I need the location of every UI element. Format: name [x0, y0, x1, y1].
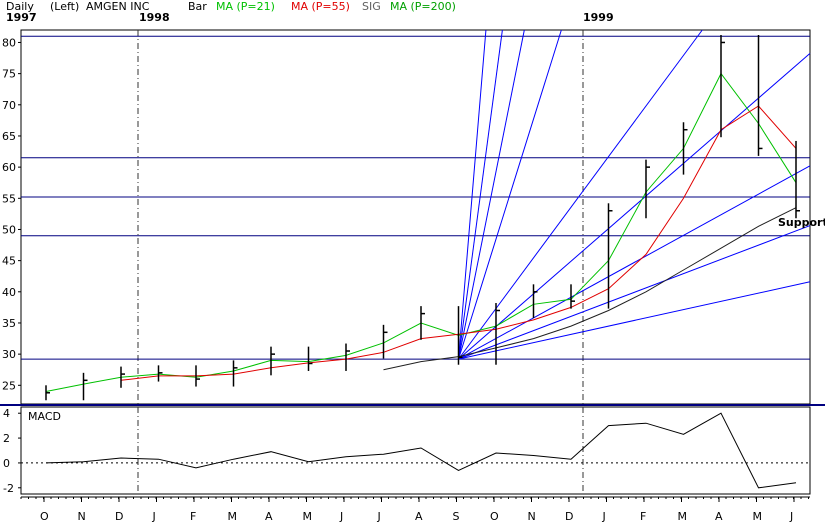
x-tick-label: M [678, 510, 688, 523]
year-label-1997: 1997 [6, 11, 37, 24]
macd-ytick-label: 0 [3, 457, 10, 470]
x-tick-label: M [753, 510, 763, 523]
x-tick-label: A [265, 510, 273, 523]
x-tick-label: J [789, 510, 793, 523]
macd-ytick-label: -2 [3, 482, 14, 495]
fan-line-8 [458, 281, 811, 360]
legend-ma55: MA (P=55) [291, 0, 350, 13]
price-ytick-label: 40 [2, 286, 16, 299]
x-tick-label: M [303, 510, 313, 523]
x-tick-label: J [339, 510, 343, 523]
x-tick-label: D [115, 510, 123, 523]
x-tick-label: O [490, 510, 499, 523]
price-ytick-label: 50 [2, 223, 16, 236]
price-ytick-label: 55 [2, 192, 16, 205]
x-tick-label: N [528, 510, 536, 523]
fan-line-0 [458, 29, 487, 360]
x-tick-label: J [377, 510, 381, 523]
price-ytick-label: 75 [2, 68, 16, 81]
x-tick-label: O [40, 510, 49, 523]
price-ytick-label: 65 [2, 130, 16, 143]
price-ytick-label: 80 [2, 36, 16, 49]
fan-line-6 [458, 165, 811, 360]
price-ytick-label: 25 [2, 379, 16, 392]
price-ytick-label: 60 [2, 161, 16, 174]
fan-line-4 [458, 29, 703, 360]
fan-line-2 [458, 29, 525, 360]
price-ytick-label: 45 [2, 255, 16, 268]
x-tick-label: J [602, 510, 606, 523]
macd-ytick-label: 4 [3, 407, 10, 420]
x-tick-label: A [415, 510, 423, 523]
series-line-ma-p-200- [383, 207, 797, 371]
fan-line-7 [458, 225, 811, 360]
style-label: Bar [188, 0, 207, 13]
legend-ma21: MA (P=21) [216, 0, 275, 13]
price-panel-frame [20, 29, 811, 405]
x-tick-label: M [228, 510, 238, 523]
macd-title: MACD [28, 410, 61, 423]
x-tick-label: D [565, 510, 573, 523]
price-ytick-label: 70 [2, 99, 16, 112]
price-ytick-label: 30 [2, 348, 16, 361]
year-label-1999: 1999 [583, 11, 614, 24]
x-tick-label: S [453, 510, 460, 523]
x-tick-label: N [78, 510, 86, 523]
x-tick-label: J [152, 510, 156, 523]
year-label-1998: 1998 [139, 11, 170, 24]
support-annotation: Support [778, 216, 825, 229]
period-label: Daily [6, 0, 34, 13]
scale-label: (Left) [50, 0, 80, 13]
legend-sig: SIG [362, 0, 381, 13]
symbol-label: AMGEN INC [86, 0, 150, 13]
x-tick-label: F [640, 510, 646, 523]
fan-line-1 [458, 29, 503, 360]
legend-ma200: MA (P=200) [390, 0, 456, 13]
x-tick-label: F [190, 510, 196, 523]
fan-line-3 [458, 29, 562, 360]
x-tick-label: A [715, 510, 723, 523]
fan-line-5 [458, 52, 811, 360]
series-line-ma-p-21- [45, 72, 797, 392]
macd-panel-frame [20, 406, 811, 495]
price-ytick-label: 35 [2, 317, 16, 330]
macd-ytick-label: 2 [3, 432, 10, 445]
macd-line [45, 412, 797, 489]
